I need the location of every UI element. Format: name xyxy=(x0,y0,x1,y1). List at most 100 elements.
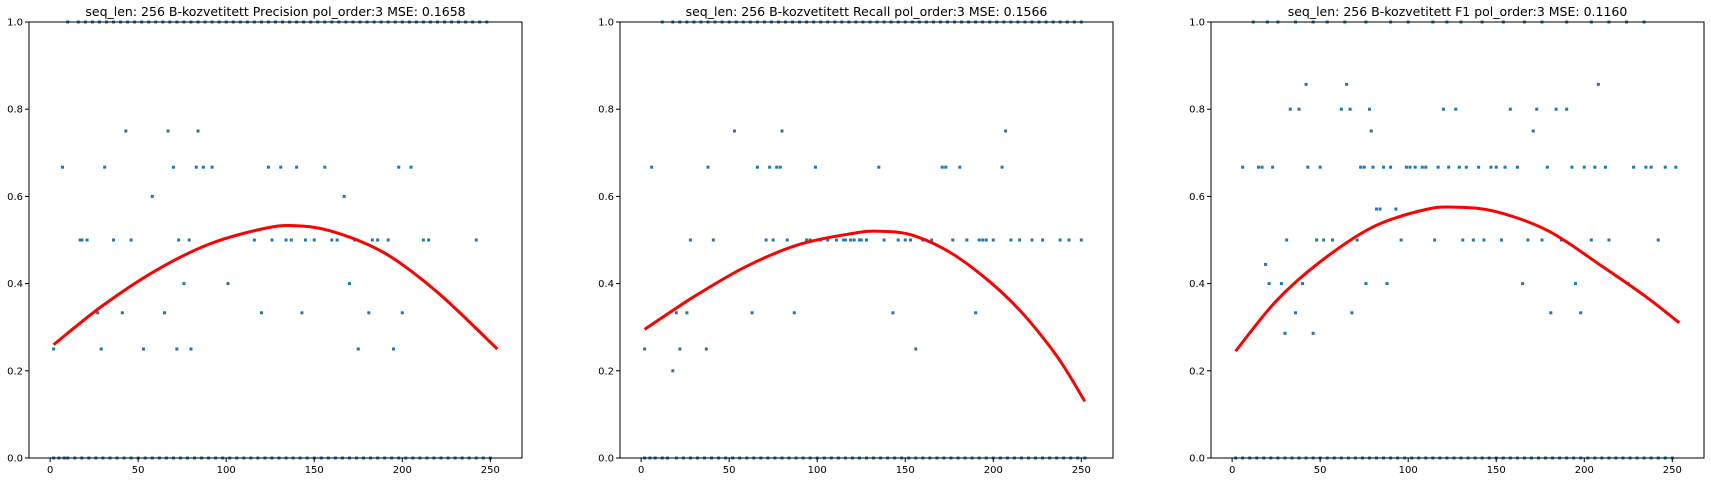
scatter-point xyxy=(755,165,759,169)
scatter-point xyxy=(1593,165,1597,169)
scatter-point xyxy=(1603,165,1607,169)
scatter-point xyxy=(706,165,710,169)
x-tick-label: 0 xyxy=(47,465,53,476)
scatter-point xyxy=(650,165,654,169)
scatter-point xyxy=(991,238,995,242)
y-tick-label: 0.2 xyxy=(598,366,614,377)
scatter-point xyxy=(1257,165,1261,169)
scatter-point xyxy=(1350,311,1354,315)
y-tick-label: 0.0 xyxy=(1189,454,1205,465)
scatter-point xyxy=(1369,129,1373,133)
scatter-point xyxy=(1494,165,1498,169)
scatter-point xyxy=(1385,282,1389,286)
scatter-point xyxy=(312,238,316,242)
x-tick-label: 0 xyxy=(1229,465,1235,476)
scatter-point xyxy=(643,347,647,351)
scatter-point xyxy=(347,282,351,286)
scatter-point xyxy=(965,238,969,242)
scatter-point xyxy=(187,238,191,242)
scatter-point xyxy=(1371,165,1375,169)
scatter-point xyxy=(1378,207,1382,211)
scatter-point xyxy=(859,238,863,242)
scatter-point xyxy=(1656,238,1660,242)
scatter-point xyxy=(1364,282,1368,286)
scatter-point xyxy=(279,165,283,169)
x-tick-label: 200 xyxy=(984,465,1003,476)
scatter-point xyxy=(1264,262,1268,266)
x-tick-label: 200 xyxy=(1575,465,1594,476)
y-tick-label: 0.4 xyxy=(7,279,23,290)
scatter-point xyxy=(141,347,145,351)
scatter-point xyxy=(951,238,955,242)
scatter-point xyxy=(397,165,401,169)
scatter-point xyxy=(1433,238,1437,242)
scatter-point xyxy=(835,238,839,242)
scatter-point xyxy=(1389,165,1393,169)
scatter-point xyxy=(903,238,907,242)
axes-frame xyxy=(619,21,1114,459)
y-tick-label: 1.0 xyxy=(7,18,23,29)
scatter-point xyxy=(1041,238,1045,242)
scatter-point xyxy=(342,194,346,198)
scatter-point xyxy=(1355,238,1359,242)
scatter-point xyxy=(103,165,107,169)
scatter-point xyxy=(1267,282,1271,286)
scatter-point xyxy=(1503,165,1507,169)
x-tick-label: 100 xyxy=(1399,465,1418,476)
scatter-point xyxy=(775,165,779,169)
scatter-point xyxy=(792,311,796,315)
scatter-point xyxy=(1315,238,1319,242)
y-tick-label: 1.0 xyxy=(598,18,614,29)
scatter-point xyxy=(1461,238,1465,242)
scatter-point xyxy=(1404,165,1408,169)
y-tick-label: 0.4 xyxy=(598,279,614,290)
scatter-point xyxy=(189,347,193,351)
scatter-point xyxy=(785,238,789,242)
scatter-point xyxy=(1375,207,1379,211)
scatter-point xyxy=(1632,165,1636,169)
scatter-point xyxy=(1500,238,1504,242)
x-tick-label: 150 xyxy=(305,465,324,476)
scatter-point xyxy=(896,238,900,242)
scatter-point xyxy=(1540,238,1544,242)
x-tick-label: 200 xyxy=(393,465,412,476)
scatter-point xyxy=(1294,311,1298,315)
scatter-point xyxy=(1521,282,1525,286)
scatter-point xyxy=(877,165,881,169)
scatter-point xyxy=(391,347,395,351)
chart-title-recall: seq_len: 256 B-kozvetitett Recall pol_or… xyxy=(686,4,1048,19)
chart-panel-recall: seq_len: 256 B-kozvetitett Recall pol_or… xyxy=(598,4,1114,476)
axes-frame xyxy=(1210,21,1705,459)
scatter-point xyxy=(1573,282,1577,286)
axes-frame xyxy=(28,21,523,459)
y-tick-label: 0.8 xyxy=(1189,105,1205,116)
scatter-point xyxy=(1339,107,1343,111)
scatter-point xyxy=(1535,107,1539,111)
scatter-point xyxy=(1554,107,1558,111)
x-tick-label: 250 xyxy=(1072,465,1091,476)
scatter-series-recall xyxy=(643,20,1087,460)
scatter-point xyxy=(1526,238,1530,242)
scatter-point xyxy=(1345,82,1349,86)
scatter-point xyxy=(1424,165,1428,169)
scatter-series-precision xyxy=(52,20,492,460)
scatter-point xyxy=(1285,238,1289,242)
x-tick-label: 50 xyxy=(1314,465,1327,476)
scatter-point xyxy=(1582,165,1586,169)
scatter-point xyxy=(356,347,360,351)
scatter-point xyxy=(1436,165,1440,169)
x-tick-label: 50 xyxy=(132,465,145,476)
scatter-point xyxy=(909,238,913,242)
scatter-point xyxy=(704,347,708,351)
y-tick-label: 0.0 xyxy=(598,454,614,465)
scatter-point xyxy=(1674,165,1678,169)
scatter-point xyxy=(914,347,918,351)
scatter-point xyxy=(974,311,978,315)
scatter-point xyxy=(124,129,128,133)
scatter-point xyxy=(843,238,847,242)
scatter-point xyxy=(1311,331,1315,335)
y-tick-label: 0.2 xyxy=(1189,366,1205,377)
scatter-point xyxy=(1489,165,1493,169)
y-tick-label: 0.4 xyxy=(1189,279,1205,290)
scatter-point xyxy=(750,311,754,315)
